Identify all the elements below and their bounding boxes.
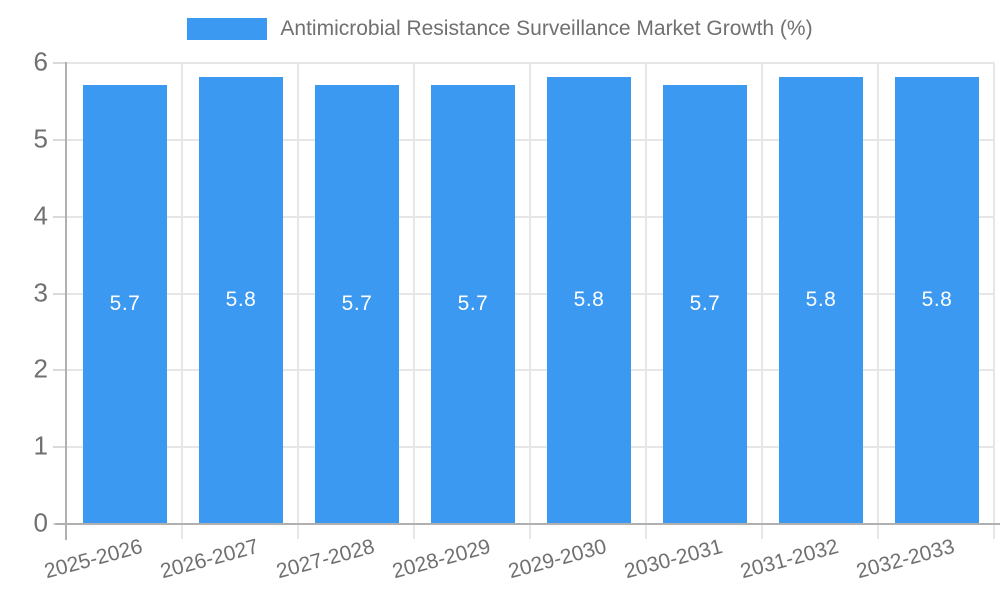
bar-2027-2028[interactable]: 5.7 bbox=[315, 85, 399, 523]
gridline-y-3 bbox=[67, 292, 995, 295]
legend-swatch[interactable] bbox=[187, 18, 268, 40]
y-tick-label-2: 2 bbox=[33, 353, 48, 384]
gridline-y-6 bbox=[67, 62, 995, 64]
bar-value-label: 5.7 bbox=[109, 292, 141, 316]
y-tick-mark-3 bbox=[53, 292, 65, 295]
gridline-x-6 bbox=[761, 62, 763, 539]
y-tick-mark-4 bbox=[53, 215, 65, 218]
bar-value-label: 5.7 bbox=[457, 292, 489, 316]
plot-area: 5.7 2025-2026 5.8 2026-2027 5.7 2027-2028 5.7 2… bbox=[42, 62, 1000, 583]
x-tick-label-text: 2025-2026 bbox=[41, 535, 145, 584]
x-tick-label-text: 2030-2031 bbox=[621, 535, 725, 584]
legend-label[interactable]: Antimicrobial Resistance Surveillance Ma… bbox=[280, 17, 813, 40]
bar-value-label: 5.8 bbox=[225, 288, 257, 312]
gridline-y-2 bbox=[67, 369, 995, 372]
bar-2028-2029[interactable]: 5.7 bbox=[431, 85, 515, 523]
x-tick-label-text: 2027-2028 bbox=[273, 535, 377, 584]
gridline-x-3 bbox=[413, 62, 415, 539]
bar-2025-2026[interactable]: 5.7 bbox=[83, 85, 167, 523]
gridline-y-1 bbox=[67, 446, 995, 449]
x-tick-label-text: 2028-2029 bbox=[389, 535, 493, 584]
y-axis-line bbox=[65, 62, 67, 540]
y-tick-label-0: 0 bbox=[33, 507, 48, 538]
x-tick-label-text: 2031-2032 bbox=[737, 535, 841, 584]
bar-2030-2031[interactable]: 5.7 bbox=[663, 85, 747, 523]
bar-value-label: 5.7 bbox=[341, 292, 373, 316]
legend: Antimicrobial Resistance Surveillance Ma… bbox=[0, 16, 1000, 42]
gridline-x-2 bbox=[297, 62, 299, 539]
gridline-x-1 bbox=[181, 62, 183, 539]
bar-value-label: 5.8 bbox=[921, 288, 953, 312]
y-tick-label-4: 4 bbox=[33, 200, 48, 231]
y-tick-label-6: 6 bbox=[33, 46, 48, 77]
bar-2026-2027[interactable]: 5.8 bbox=[199, 77, 283, 523]
x-tick-label-text: 2032-2033 bbox=[853, 535, 957, 584]
gridline-x-8 bbox=[993, 62, 995, 539]
y-tick-label-5: 5 bbox=[33, 123, 48, 154]
x-axis-line bbox=[55, 523, 1000, 525]
y-tick-mark-2 bbox=[53, 369, 65, 372]
gridline-y-5 bbox=[67, 138, 995, 141]
y-tick-label-3: 3 bbox=[33, 276, 48, 307]
gridline-y-4 bbox=[67, 215, 995, 218]
gridline-x-7 bbox=[877, 62, 879, 539]
bar-2032-2033[interactable]: 5.8 bbox=[895, 77, 979, 523]
x-tick-label-text: 2026-2027 bbox=[157, 535, 261, 584]
y-tick-mark-6 bbox=[53, 62, 65, 64]
gridline-x-5 bbox=[645, 62, 647, 539]
y-tick-mark-5 bbox=[53, 138, 65, 141]
bar-value-label: 5.8 bbox=[573, 288, 605, 312]
bar-2029-2030[interactable]: 5.8 bbox=[547, 77, 631, 523]
bar-value-label: 5.8 bbox=[805, 288, 837, 312]
bar-value-label: 5.7 bbox=[689, 292, 721, 316]
y-tick-label-1: 1 bbox=[33, 430, 48, 461]
y-tick-mark-1 bbox=[53, 446, 65, 449]
bar-2031-2032[interactable]: 5.8 bbox=[779, 77, 863, 523]
x-tick-label-text: 2029-2030 bbox=[505, 535, 609, 584]
gridline-x-4 bbox=[529, 62, 531, 539]
